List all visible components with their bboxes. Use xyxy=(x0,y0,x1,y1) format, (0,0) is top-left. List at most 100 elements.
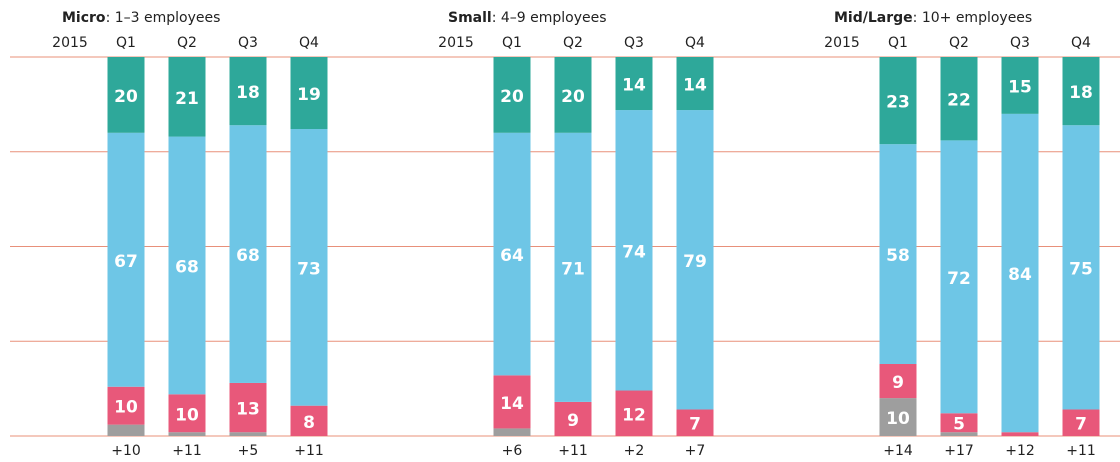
x-tick-label: Q4 xyxy=(1071,35,1091,51)
bar-segment xyxy=(940,57,978,141)
value-label: 20 xyxy=(561,87,585,107)
bar-segment xyxy=(493,132,531,376)
bar-segment xyxy=(290,57,328,130)
bar-segment xyxy=(168,432,206,436)
bar-segment xyxy=(676,57,714,111)
value-label: 10 xyxy=(886,409,910,429)
bar-segment xyxy=(1062,125,1100,410)
value-label: 18 xyxy=(236,83,260,103)
net-label: +5 xyxy=(238,443,259,459)
x-tick-label: Q1 xyxy=(888,35,908,51)
value-label: 68 xyxy=(236,246,260,266)
value-label: 7 xyxy=(1075,415,1087,435)
panel-title: Mid/Large: 10+ employees xyxy=(834,10,1032,26)
net-label: +17 xyxy=(944,443,974,459)
net-label: +6 xyxy=(502,443,523,459)
net-label: +11 xyxy=(558,443,588,459)
value-label: 9 xyxy=(567,411,579,431)
value-label: 79 xyxy=(683,252,707,272)
x-tick-label: Q1 xyxy=(116,35,136,51)
value-label: 5 xyxy=(953,415,965,435)
net-label: +2 xyxy=(624,443,645,459)
value-label: 21 xyxy=(175,89,199,109)
value-label: 64 xyxy=(500,246,524,266)
bar-segment xyxy=(676,110,714,410)
bar-segment xyxy=(107,424,145,436)
period-label: 2015 xyxy=(438,35,474,51)
value-label: 13 xyxy=(236,400,260,420)
bar-segment xyxy=(168,57,206,137)
value-label: 20 xyxy=(500,87,524,107)
x-tick-label: Q3 xyxy=(624,35,644,51)
bar-segment xyxy=(1001,57,1039,114)
bar-segment xyxy=(229,57,267,126)
x-tick-label: Q3 xyxy=(238,35,258,51)
bar-segment xyxy=(879,363,917,399)
bar-segment xyxy=(229,432,267,436)
value-label: 14 xyxy=(500,394,524,414)
bar-segment xyxy=(554,57,592,133)
bar-segment xyxy=(290,129,328,406)
x-tick-label: Q1 xyxy=(502,35,522,51)
bar-segment xyxy=(615,57,653,111)
bar-segment xyxy=(107,132,145,387)
value-label: 74 xyxy=(622,242,646,262)
bar-segment xyxy=(107,57,145,133)
bar-segment xyxy=(879,144,917,364)
value-label: 67 xyxy=(114,252,138,272)
bar-segment xyxy=(1001,113,1039,433)
bar-segment xyxy=(168,136,206,395)
x-tick-label: Q2 xyxy=(177,35,197,51)
bar-segment xyxy=(940,432,978,436)
period-label: 2015 xyxy=(52,35,88,51)
value-label: 23 xyxy=(886,93,910,113)
value-label: 72 xyxy=(947,269,971,289)
title-rest: : 10+ employees xyxy=(913,10,1033,26)
net-label: +12 xyxy=(1005,443,1035,459)
x-tick-label: Q3 xyxy=(1010,35,1030,51)
bar-segment xyxy=(554,401,592,436)
x-tick-label: Q2 xyxy=(563,35,583,51)
net-label: +11 xyxy=(1066,443,1096,459)
value-label: 10 xyxy=(114,398,138,418)
bar-segment xyxy=(229,382,267,433)
title-bold: Small xyxy=(448,10,492,26)
value-label: 7 xyxy=(689,415,701,435)
bar-segment xyxy=(879,398,917,436)
value-label: 14 xyxy=(622,76,646,96)
bar-segment xyxy=(554,132,592,402)
value-label: 15 xyxy=(1008,77,1032,97)
value-label: 19 xyxy=(297,85,321,105)
x-tick-label: Q4 xyxy=(685,35,705,51)
value-label: 20 xyxy=(114,87,138,107)
value-label: 75 xyxy=(1069,259,1093,279)
bar-segment xyxy=(940,140,978,414)
bar-segment xyxy=(290,405,328,436)
bar-segment xyxy=(107,386,145,425)
bar-segment xyxy=(615,110,653,391)
value-label: 73 xyxy=(297,259,321,279)
value-label: 9 xyxy=(892,373,904,393)
net-label: +7 xyxy=(685,443,706,459)
value-label: 84 xyxy=(1008,265,1032,285)
value-label: 18 xyxy=(1069,83,1093,103)
value-label: 12 xyxy=(622,405,646,425)
bar-segment xyxy=(1062,57,1100,126)
panel-title: Small: 4–9 employees xyxy=(448,10,607,26)
title-bold: Mid/Large xyxy=(834,10,913,26)
title-rest: : 4–9 employees xyxy=(492,10,607,26)
bar-segment xyxy=(615,390,653,436)
net-label: +14 xyxy=(883,443,913,459)
bar-segment xyxy=(676,409,714,436)
panel-title: Micro: 1–3 employees xyxy=(62,10,220,26)
bar-segment xyxy=(493,57,531,133)
value-label: 10 xyxy=(175,405,199,425)
value-label: 8 xyxy=(303,413,315,433)
x-tick-label: Q2 xyxy=(949,35,969,51)
title-rest: : 1–3 employees xyxy=(106,10,221,26)
value-label: 22 xyxy=(947,91,971,111)
net-label: +11 xyxy=(294,443,324,459)
bar-segment xyxy=(168,394,206,433)
x-tick-label: Q4 xyxy=(299,35,319,51)
